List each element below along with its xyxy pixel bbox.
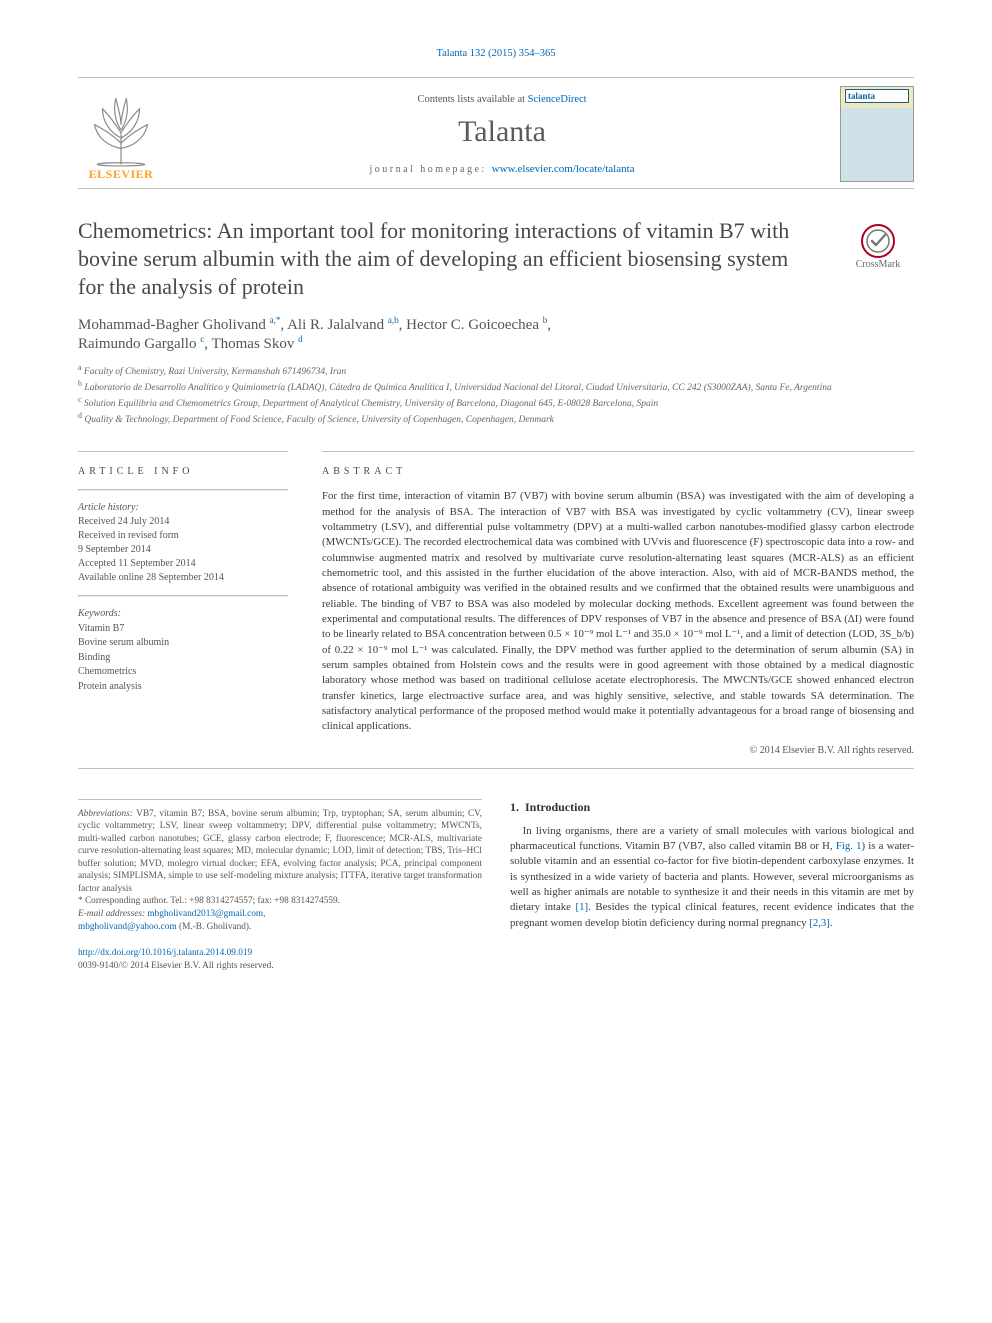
abstract-body: For the first time, interaction of vitam… [322,489,914,734]
sciencedirect-link[interactable]: ScienceDirect [528,94,587,105]
crossmark-label: CrossMark [856,259,900,270]
article-info-column: ARTICLE INFO Article history: Received 2… [78,451,288,755]
emails-line: E-mail addresses: mbgholivand2013@gmail.… [78,908,482,933]
author: Raimundo Gargallo c [78,336,204,352]
keywords-block: Keywords: Vitamin B7 Bovine serum albumi… [78,607,288,694]
abstract-copyright: © 2014 Elsevier B.V. All rights reserved… [322,745,914,756]
cover-brand-label: talanta [845,89,909,103]
article-title: Chemometrics: An important tool for moni… [78,217,798,301]
article-info-rule [78,489,288,491]
author: Ali R. Jalalvand a,b [287,317,399,333]
journal-homepage-line: journal homepage: www.elsevier.com/locat… [164,163,840,175]
affiliation: a Faculty of Chemistry, Razi University,… [78,363,914,379]
elsevier-tree-icon [81,93,161,167]
running-head: Talanta 132 (2015) 354–365 [78,48,914,59]
journal-homepage-link[interactable]: www.elsevier.com/locate/talanta [492,163,635,175]
crossmark-icon [860,223,896,259]
running-head-link[interactable]: Talanta 132 (2015) 354–365 [436,48,555,59]
journal-name: Talanta [164,115,840,149]
author: Thomas Skov d [211,336,302,352]
contents-available-line: Contents lists available at ScienceDirec… [164,94,840,105]
history-line: Available online 28 September 2014 [78,572,224,583]
email-link[interactable]: mbgholivand2013@gmail.com [147,909,263,919]
body-columns: Abbreviations: VB7, vitamin B7; BSA, bov… [78,799,914,933]
section-heading: 1. Introduction [510,799,914,816]
article-history: Article history: Received 24 July 2014 R… [78,501,288,585]
history-line: Accepted 11 September 2014 [78,558,196,569]
abbreviations-footnote: Abbreviations: VB7, vitamin B7; BSA, bov… [78,799,482,933]
body-paragraph: In living organisms, there are a variety… [510,824,914,931]
abbrev-text: VB7, vitamin B7; BSA, bovine serum album… [78,809,482,894]
affiliation: c Solution Equilibria and Chemometrics G… [78,395,914,411]
doi-link[interactable]: http://dx.doi.org/10.1016/j.talanta.2014… [78,948,252,958]
publisher-logo[interactable]: ELSEVIER [78,86,164,182]
masthead: ELSEVIER Contents lists available at Sci… [78,77,914,186]
info-abstract-row: ARTICLE INFO Article history: Received 2… [78,451,914,755]
author: Hector C. Goicoechea b [406,317,547,333]
journal-cover-thumbnail[interactable]: talanta [840,86,914,182]
keyword: Binding [78,652,110,663]
figure-ref-link[interactable]: Fig. 1 [836,840,862,852]
abstract-column: ABSTRACT For the first time, interaction… [322,451,914,755]
keyword: Bovine serum albumin [78,637,169,648]
keyword: Chemometrics [78,666,136,677]
citation-ref-link[interactable]: [2,3] [809,917,830,929]
affiliation: d Quality & Technology, Department of Fo… [78,411,914,427]
keyword: Vitamin B7 [78,623,124,634]
article-info-heading: ARTICLE INFO [78,466,288,477]
affiliation: b Laboratorio de Desarrollo Analítico y … [78,379,914,395]
footer-identifiers: http://dx.doi.org/10.1016/j.talanta.2014… [78,947,914,972]
masthead-rule [78,188,914,189]
authors-line: Mohammad-Bagher Gholivand a,*, Ali R. Ja… [78,315,914,353]
affiliations: a Faculty of Chemistry, Razi University,… [78,363,914,427]
abstract-heading: ABSTRACT [322,466,914,477]
abbrev-label: Abbreviations: [78,809,133,819]
history-line: Received 24 July 2014 [78,516,169,527]
keyword: Protein analysis [78,681,142,692]
masthead-center: Contents lists available at ScienceDirec… [164,94,840,175]
author: Mohammad-Bagher Gholivand a,* [78,317,280,333]
history-line: Received in revised form [78,530,179,541]
keywords-label: Keywords: [78,607,288,622]
abstract-bottom-rule [78,768,914,769]
article-info-rule [78,595,288,597]
publisher-name: ELSEVIER [89,167,154,182]
email-link[interactable]: mbgholivand@yahoo.com [78,922,177,932]
crossmark-badge[interactable]: CrossMark [842,223,914,270]
corresponding-author: * Corresponding author. Tel.: +98 831427… [78,895,482,908]
history-line: 9 September 2014 [78,544,151,555]
title-block: Chemometrics: An important tool for moni… [78,217,914,301]
citation-ref-link[interactable]: [1] [576,901,589,913]
history-label: Article history: [78,502,139,513]
issn-copyright: 0039-9140/© 2014 Elsevier B.V. All right… [78,960,914,973]
